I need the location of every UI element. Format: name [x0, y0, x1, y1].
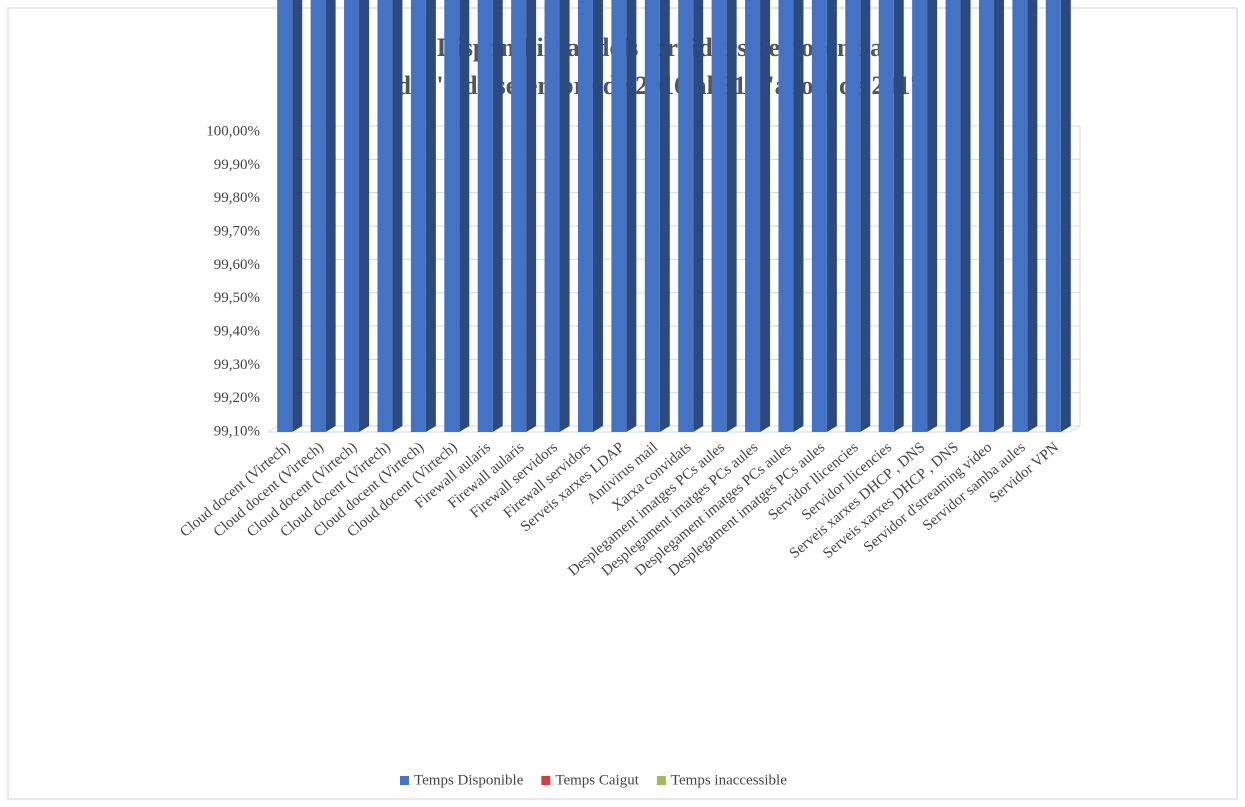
bar-side — [927, 0, 938, 432]
bar — [978, 0, 994, 432]
bar — [745, 0, 761, 432]
bar — [477, 0, 493, 432]
bar-side — [726, 0, 737, 432]
y-tick-label: 100,00% — [206, 123, 260, 139]
bar-side — [860, 0, 871, 432]
bar-side — [659, 0, 670, 432]
bar-side — [392, 0, 403, 432]
bar — [1012, 0, 1028, 432]
bar — [778, 0, 794, 432]
bar — [912, 0, 928, 432]
bar-side — [526, 0, 537, 432]
bar — [577, 0, 593, 432]
legend-swatch — [541, 776, 551, 785]
bar-side — [359, 0, 370, 432]
bar-side — [459, 0, 470, 432]
legend-label: Temps Caigut — [555, 772, 639, 788]
legend-label: Temps inaccessible — [671, 772, 787, 788]
bar — [878, 0, 894, 432]
bar-side — [292, 0, 303, 432]
bar — [410, 0, 426, 433]
bar — [444, 0, 460, 432]
bar-side — [826, 0, 837, 432]
legend-swatch — [400, 776, 409, 785]
bar — [511, 0, 527, 432]
bar — [644, 0, 660, 432]
bar — [811, 0, 827, 432]
bar-side — [626, 0, 637, 432]
bar — [845, 0, 861, 432]
bar-side — [325, 0, 336, 432]
bar — [1045, 0, 1061, 432]
y-tick-label: 99,10% — [214, 423, 260, 439]
bar-side — [1027, 0, 1038, 432]
y-tick-label: 99,50% — [214, 290, 260, 306]
legend-label: Temps Disponible — [414, 772, 524, 788]
bar — [377, 0, 393, 432]
bar — [310, 0, 326, 432]
bar — [678, 0, 694, 432]
y-tick-label: 99,90% — [214, 157, 260, 173]
bar-side — [993, 0, 1004, 432]
y-tick-label: 99,40% — [214, 323, 260, 339]
bar-side — [693, 0, 704, 432]
bar-side — [760, 0, 771, 432]
y-tick-label: 99,20% — [214, 390, 260, 406]
bar-side — [592, 0, 603, 432]
bar-side — [425, 0, 436, 432]
bar-side — [793, 0, 804, 432]
bar-side — [559, 0, 570, 432]
bar — [344, 0, 360, 432]
bar — [544, 0, 560, 432]
y-tick-label: 99,60% — [214, 257, 260, 273]
y-tick-label: 99,70% — [214, 223, 260, 239]
bar — [277, 0, 293, 432]
y-tick-label: 99,30% — [214, 357, 260, 373]
legend-swatch — [656, 776, 666, 785]
bar-side — [960, 0, 971, 432]
bar — [945, 0, 961, 432]
axis-line — [267, 425, 279, 433]
axis-line — [1069, 425, 1081, 433]
bar-side — [1060, 0, 1071, 432]
y-tick-label: 99,80% — [214, 190, 260, 206]
bar-side — [492, 0, 503, 432]
bar-side — [893, 0, 904, 432]
bar — [711, 0, 727, 432]
bar — [611, 0, 627, 432]
